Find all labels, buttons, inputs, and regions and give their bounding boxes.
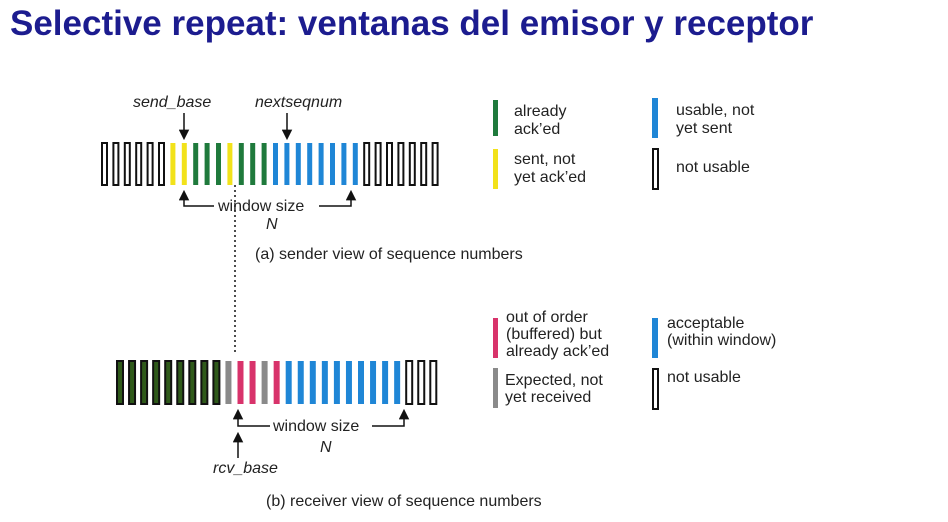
sender-slot-white [420,142,428,186]
rcv-base-label: rcv_base [213,460,278,477]
receiver-slot-blue [333,361,340,404]
legend-expected-text: Expected, not yet received [505,372,603,406]
sender-slot-yellow [170,143,176,185]
receiver-slot-dark [128,360,137,405]
receiver-window-size-label: window size [272,418,359,435]
legend-acceptable-swatch [652,318,658,358]
receiver-slot-blue [382,361,389,404]
receiver-slot-blue [297,361,304,404]
sender-slot-blue [352,143,358,185]
receiver-slot-dark [116,360,124,405]
receiver-slot-blue [394,361,401,404]
sender-slot-white [158,142,165,186]
legend-sent-text: sent, not yet ack’ed [514,151,586,186]
sender-window-bracket-right [319,197,352,207]
receiver-slot-blue [309,361,316,404]
receiver-slot-blue [285,361,292,404]
receiver-window-n: N [320,439,332,456]
send-base-label: send_base [133,94,211,111]
sender-window-bracket-left [183,197,214,207]
sender-slot-white [112,142,120,186]
sender-slot-green [204,143,210,185]
sender-caption: (a) sender view of sequence numbers [255,246,523,263]
receiver-slot-dark [152,360,161,405]
legend-not-usable-text: not usable [676,159,750,176]
page-title: Selective repeat: ventanas del emisor y … [10,4,814,43]
legend-usable-text: usable, not yet sent [676,102,755,137]
legend-rcv-not-usable-swatch [652,368,659,410]
receiver-slot-pink [249,361,256,404]
sender-slot-white [363,142,371,186]
sender-slot-green [216,143,221,185]
sender-sequence-slots [101,142,439,186]
sender-slot-green [261,143,267,185]
legend-not-usable-swatch [652,148,659,190]
sender-slot-blue [341,143,347,185]
receiver-slot-pink [237,361,244,404]
sender-window-n: N [266,216,278,233]
receiver-slot-gray [261,361,268,404]
receiver-window-bracket-left [237,416,270,427]
receiver-slot-gray [225,361,232,404]
receiver-legend: out of order (buffered) but already ack’ed… [493,309,776,410]
sender-slot-white [397,142,405,186]
sender-slot-green [238,143,244,185]
sender-window-size-label: window size [217,198,304,215]
sender-slot-green [193,143,199,185]
receiver-slot-blue [321,361,328,404]
sender-slot-white [135,142,143,186]
receiver-slot-white [429,360,438,405]
receiver-slot-dark [176,360,185,405]
receiver-slot-dark [200,360,209,405]
sender-slot-blue [318,143,324,185]
legend-rcv-not-usable-text: not usable [667,369,741,386]
sender-slot-blue [295,143,301,185]
receiver-slot-blue [358,361,364,404]
receiver-caption: (b) receiver view of sequence numbers [266,493,542,510]
sender-slot-white [386,142,393,186]
receiver-sequence-slots [116,360,438,405]
legend-acceptable-text: acceptable (within window) [667,315,776,349]
sender-legend: already ack’ed sent, not yet ack’ed usable… [493,98,755,190]
receiver-slot-pink [273,361,280,404]
sender-slot-blue [284,143,290,185]
sender-slot-white [431,142,439,186]
legend-expected-swatch [493,368,498,408]
receiver-slot-dark [140,360,149,405]
sender-slot-blue [273,143,278,185]
sender-slot-yellow [227,143,233,185]
legend-acked-swatch [493,100,498,136]
legend-usable-swatch [652,98,658,138]
legend-acked-text: already ack’ed [514,103,566,138]
sender-slot-white [123,142,131,186]
legend-buffered-swatch [493,318,498,358]
sender-slot-white [101,142,108,186]
receiver-slot-dark [212,360,221,405]
receiver-slot-white [417,360,426,405]
receiver-slot-dark [188,360,197,405]
sender-slot-white [408,142,416,186]
receiver-window-bracket-right [372,416,405,427]
legend-sent-swatch [493,149,498,189]
receiver-slot-blue [345,361,352,404]
receiver-slot-white [405,360,414,405]
legend-buffered-text: out of order (buffered) but already ack’ed [506,309,609,360]
sender-slot-blue [307,143,313,185]
receiver-slot-dark [164,360,173,405]
sender-slot-yellow [181,143,187,185]
sender-slot-white [146,142,154,186]
sender-slot-blue [330,143,335,185]
receiver-slot-blue [370,361,377,404]
nextseqnum-label: nextseqnum [255,94,342,111]
sender-slot-green [250,143,256,185]
sender-slot-white [374,142,382,186]
